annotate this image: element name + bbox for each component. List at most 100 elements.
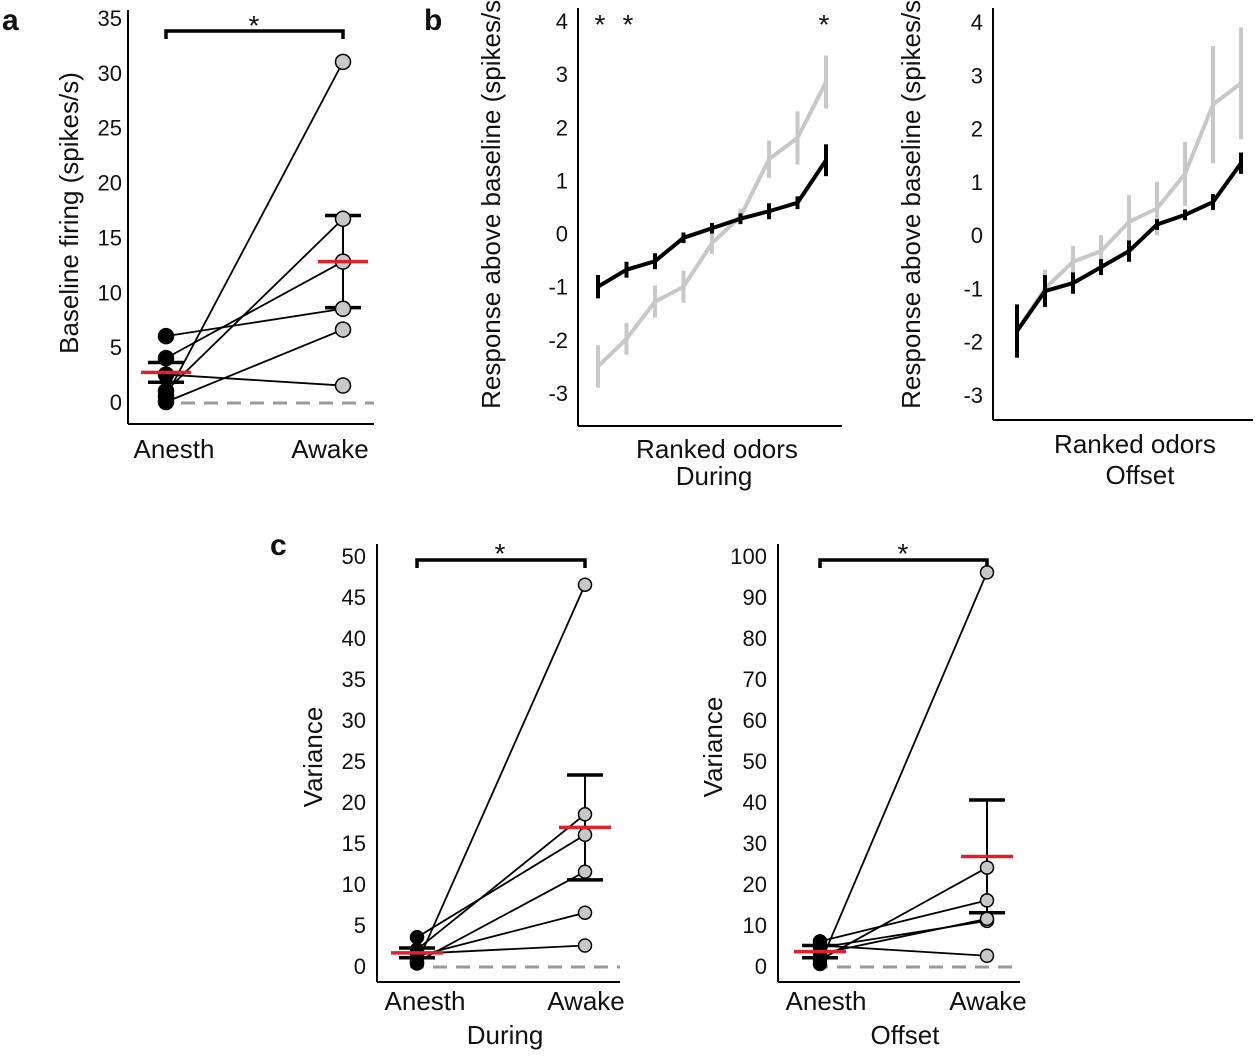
b-during-ytick-label: 2 [556,115,568,140]
panel-b-during-ylabel-text: Response above baseline (spikes/s) [476,0,506,409]
c-offset-anesth-point [812,934,828,949]
a-awake-point [334,377,352,394]
panel-c-offset-xcat-anesth: Anesth [786,986,867,1016]
panel-b-offset: Response above baseline (spikes/s) Ranke… [896,0,1253,490]
a-ytick-label: 0 [110,390,122,415]
b-during-ytick-label: 3 [556,62,568,87]
a-pair-line [165,61,344,397]
b-offset-ytick-label: -3 [963,383,983,408]
panel-c-during-title: During [467,1020,544,1050]
a-ytick-label: 30 [98,61,122,86]
c-during-ytick-label: 35 [342,667,366,692]
a-pair-line [165,307,344,338]
b-offset-ytick-label: -2 [963,330,983,355]
panel-b-during-title: During [676,461,753,491]
panel-b-during-star-3: * [819,9,830,40]
c-during-pair-line [416,911,586,958]
c-offset-ytick-label: 0 [755,954,767,979]
c-during-ytick-label: 15 [342,831,366,856]
c-offset-pair-line [819,572,988,965]
a-ytick-label: 15 [98,225,122,250]
c-during-ytick-label: 5 [354,913,366,938]
c-offset-awake-point [979,860,995,875]
a-awake-point [334,53,352,71]
panel-c-offset-xcat-awake: Awake [949,986,1027,1016]
panel-c-during-ylabel: Variance [298,707,328,808]
b-offset-ytick-label: 1 [971,170,983,195]
c-offset-ytick-label: 70 [743,667,767,692]
c-offset-ytick-label: 40 [743,790,767,815]
panel-c-during: c Variance Anesth Awake During * 0 5 10 15 2… [270,529,625,1050]
c-during-awake-point [577,938,593,953]
c-offset-ytick-label: 80 [743,626,767,651]
panel-c-offset: Variance Anesth Awake Offset * 0 10 20 30 40… [698,538,1027,1050]
b-during-ytick-label: -1 [548,275,568,300]
a-awake-point [334,321,352,338]
panel-a: a Baseline firing (spikes/s) Anesth Awak… [2,4,374,464]
b-offset-ytick-label: 2 [971,117,983,142]
c-during-awake-point [577,827,593,843]
panel-b-during: b Response above baseline (spikes/s) Ran… [424,0,842,491]
b-offset-ytick-label: -1 [963,276,983,301]
a-ytick-label: 5 [110,335,122,360]
panel-a-xcat-anesth: Anesth [134,434,215,464]
a-awake-point [334,210,352,228]
c-offset-ytick-label: 90 [743,585,767,610]
c-offset-awake-point [979,893,995,908]
a-anesth-point [157,382,175,400]
c-offset-ytick-label: 50 [743,749,767,774]
c-offset-pair-line [819,944,988,957]
b-during-ytick-label: 0 [556,222,568,247]
c-offset-pair-line [819,899,988,943]
panel-b-during-ylabel: Response above baseline (spikes/s) [476,0,506,409]
c-offset-ytick-label: 20 [743,872,767,897]
b-offset-ytick-label: 0 [971,223,983,248]
c-offset-awake-point [979,565,995,580]
b-offset-ytick-label: 3 [971,63,983,88]
c-during-significance-bracket [415,558,587,568]
panel-b-during-star-1: * [595,9,606,40]
panel-letter-b: b [424,4,442,37]
panel-c-offset-title: Offset [871,1020,941,1050]
panel-c-offset-ylabel: Variance [698,697,728,798]
panel-b-offset-ylabel-text: Response above baseline (spikes/s) [896,0,926,409]
c-offset-ytick-label: 100 [730,544,767,569]
panel-c-during-xcat-anesth: Anesth [385,986,466,1016]
b-during-ytick-label: -3 [548,381,568,406]
b-during-ytick-label: 4 [556,9,568,34]
c-offset-ytick-label: 10 [743,913,767,938]
c-during-pair-line [416,834,586,939]
a-ytick-label: 35 [98,6,122,31]
panel-letter-a: a [2,4,19,37]
c-offset-awake-point [979,948,995,963]
c-during-awake-point [577,577,593,592]
c-during-awake-point [577,864,593,879]
panel-b-during-xlabel: Ranked odors [636,434,798,464]
c-during-pair-line [416,584,586,964]
c-offset-awake-point [979,911,995,927]
panel-b-offset-ylabel: Response above baseline (spikes/s) [896,0,926,409]
a-significance-bracket [164,29,345,39]
c-offset-pair-line [819,866,988,961]
a-pair-line [165,373,344,387]
c-during-ytick-label: 25 [342,749,366,774]
c-during-ytick-label: 50 [342,544,366,569]
c-during-ytick-label: 45 [342,585,366,610]
panel-a-ylabel: Baseline firing (spikes/s) [54,72,84,354]
c-during-anesth-point [409,930,425,945]
a-ytick-label: 25 [98,116,122,141]
a-pair-line [165,328,344,403]
b-during-ytick-label: 1 [556,168,568,193]
a-anesth-point [157,327,175,345]
panel-b-offset-title: Offset [1106,460,1176,490]
a-anesth-point [157,366,175,383]
a-awake-point [334,300,352,317]
a-ytick-label: 10 [98,280,122,305]
panel-b-during-star-2: * [623,9,634,40]
panel-a-significance: * [249,10,260,41]
a-pair-line [165,218,344,392]
c-during-pair-line [416,944,586,955]
a-ytick-label: 20 [98,171,122,196]
panel-a-xcat-awake: Awake [291,434,369,464]
